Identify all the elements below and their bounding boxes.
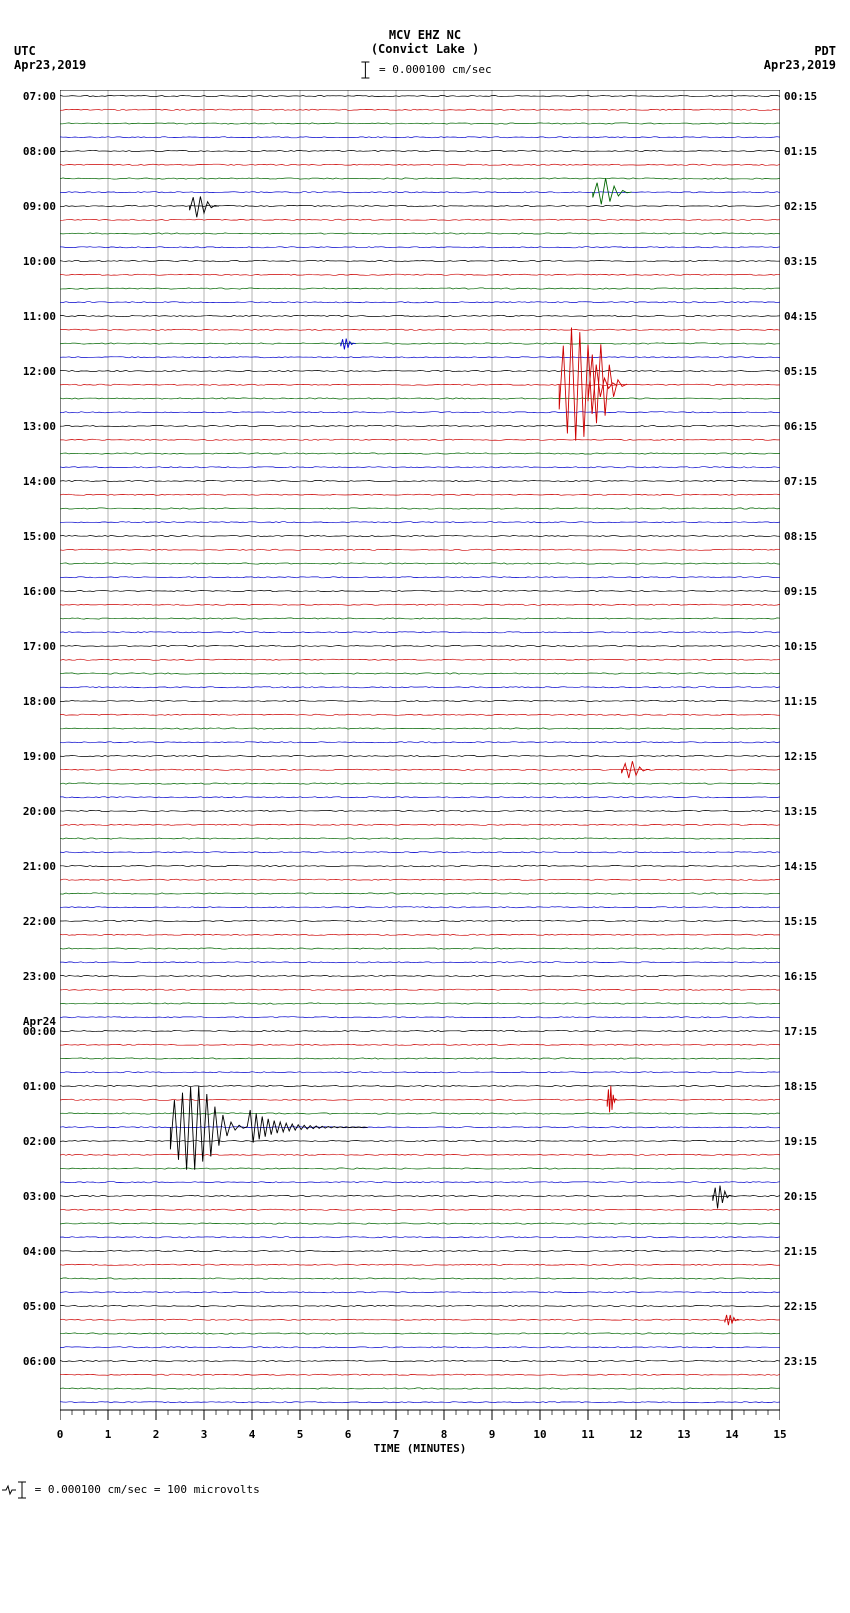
header: MCV EHZ NC (Convict Lake ) bbox=[0, 28, 850, 56]
right-time-label: 02:15 bbox=[784, 200, 817, 213]
right-time-label: 10:15 bbox=[784, 640, 817, 653]
x-tick-label: 15 bbox=[773, 1428, 786, 1441]
pdt-header: PDT Apr23,2019 bbox=[764, 44, 836, 72]
left-time-label: 05:00 bbox=[23, 1300, 56, 1313]
x-tick-label: 5 bbox=[297, 1428, 304, 1441]
left-time-label: 23:00 bbox=[23, 970, 56, 983]
right-time-label: 22:15 bbox=[784, 1300, 817, 1313]
left-time-label: 19:00 bbox=[23, 750, 56, 763]
right-time-label: 15:15 bbox=[784, 915, 817, 928]
x-tick-label: 11 bbox=[581, 1428, 594, 1441]
left-time-label: 12:00 bbox=[23, 365, 56, 378]
right-time-label: 16:15 bbox=[784, 970, 817, 983]
x-tick-label: 4 bbox=[249, 1428, 256, 1441]
utc-title: UTC bbox=[14, 44, 86, 58]
right-time-label: 23:15 bbox=[784, 1355, 817, 1368]
left-time-label: 03:00 bbox=[23, 1190, 56, 1203]
seismogram-container: MCV EHZ NC (Convict Lake ) UTC Apr23,201… bbox=[0, 0, 850, 1613]
utc-date: Apr23,2019 bbox=[14, 58, 86, 72]
left-time-label: 06:00 bbox=[23, 1355, 56, 1368]
left-time-label: 07:00 bbox=[23, 90, 56, 103]
left-time-label: 04:00 bbox=[23, 1245, 56, 1258]
left-time-label: 17:00 bbox=[23, 640, 56, 653]
right-time-label: 05:15 bbox=[784, 365, 817, 378]
pdt-date: Apr23,2019 bbox=[764, 58, 836, 72]
footer-text: = 0.000100 cm/sec = 100 microvolts bbox=[35, 1483, 260, 1496]
x-tick-label: 3 bbox=[201, 1428, 208, 1441]
left-time-label: 10:00 bbox=[23, 255, 56, 268]
right-time-label: 06:15 bbox=[784, 420, 817, 433]
left-time-label: 01:00 bbox=[23, 1080, 56, 1093]
right-time-label: 03:15 bbox=[784, 255, 817, 268]
x-tick-label: 2 bbox=[153, 1428, 160, 1441]
x-tick-label: 14 bbox=[725, 1428, 738, 1441]
left-time-label: 21:00 bbox=[23, 860, 56, 873]
right-time-label: 18:15 bbox=[784, 1080, 817, 1093]
x-tick-label: 9 bbox=[489, 1428, 496, 1441]
seismogram-svg bbox=[60, 90, 780, 1410]
left-time-label: 11:00 bbox=[23, 310, 56, 323]
x-axis-ticks bbox=[60, 1410, 780, 1430]
x-tick-label: 10 bbox=[533, 1428, 546, 1441]
station-id: MCV EHZ NC bbox=[0, 28, 850, 42]
right-time-label: 20:15 bbox=[784, 1190, 817, 1203]
left-time-label: 02:00 bbox=[23, 1135, 56, 1148]
right-time-label: 08:15 bbox=[784, 530, 817, 543]
left-time-label: 15:00 bbox=[23, 530, 56, 543]
left-time-label: 08:00 bbox=[23, 145, 56, 158]
left-time-label: 13:00 bbox=[23, 420, 56, 433]
x-tick-label: 6 bbox=[345, 1428, 352, 1441]
right-time-label: 14:15 bbox=[784, 860, 817, 873]
right-time-label: 19:15 bbox=[784, 1135, 817, 1148]
x-axis-title: TIME (MINUTES) bbox=[60, 1442, 780, 1455]
left-time-label: 20:00 bbox=[23, 805, 56, 818]
right-time-label: 01:15 bbox=[784, 145, 817, 158]
utc-header: UTC Apr23,2019 bbox=[14, 44, 86, 72]
left-time-label: 00:00 bbox=[23, 1025, 56, 1038]
x-tick-label: 7 bbox=[393, 1428, 400, 1441]
left-time-label: 09:00 bbox=[23, 200, 56, 213]
right-time-label: 13:15 bbox=[784, 805, 817, 818]
right-time-label: 17:15 bbox=[784, 1025, 817, 1038]
scale-text: = 0.000100 cm/sec bbox=[379, 63, 492, 76]
right-time-label: 00:15 bbox=[784, 90, 817, 103]
x-tick-label: 0 bbox=[57, 1428, 64, 1441]
pdt-title: PDT bbox=[764, 44, 836, 58]
plot-area: 07:0008:0009:0010:0011:0012:0013:0014:00… bbox=[60, 90, 780, 1410]
x-tick-label: 13 bbox=[677, 1428, 690, 1441]
right-time-label: 11:15 bbox=[784, 695, 817, 708]
scale-indicator: = 0.000100 cm/sec bbox=[358, 60, 491, 80]
left-time-label: 16:00 bbox=[23, 585, 56, 598]
right-time-label: 21:15 bbox=[784, 1245, 817, 1258]
right-time-label: 09:15 bbox=[784, 585, 817, 598]
footer-scale: = 0.000100 cm/sec = 100 microvolts bbox=[0, 1480, 260, 1500]
x-axis: 0123456789101112131415 TIME (MINUTES) bbox=[60, 1410, 780, 1450]
x-tick-label: 12 bbox=[629, 1428, 642, 1441]
right-time-label: 07:15 bbox=[784, 475, 817, 488]
x-tick-label: 8 bbox=[441, 1428, 448, 1441]
x-tick-label: 1 bbox=[105, 1428, 112, 1441]
right-time-label: 04:15 bbox=[784, 310, 817, 323]
left-time-label: 14:00 bbox=[23, 475, 56, 488]
left-time-label: 18:00 bbox=[23, 695, 56, 708]
station-location: (Convict Lake ) bbox=[0, 42, 850, 56]
left-time-label: 22:00 bbox=[23, 915, 56, 928]
right-time-label: 12:15 bbox=[784, 750, 817, 763]
